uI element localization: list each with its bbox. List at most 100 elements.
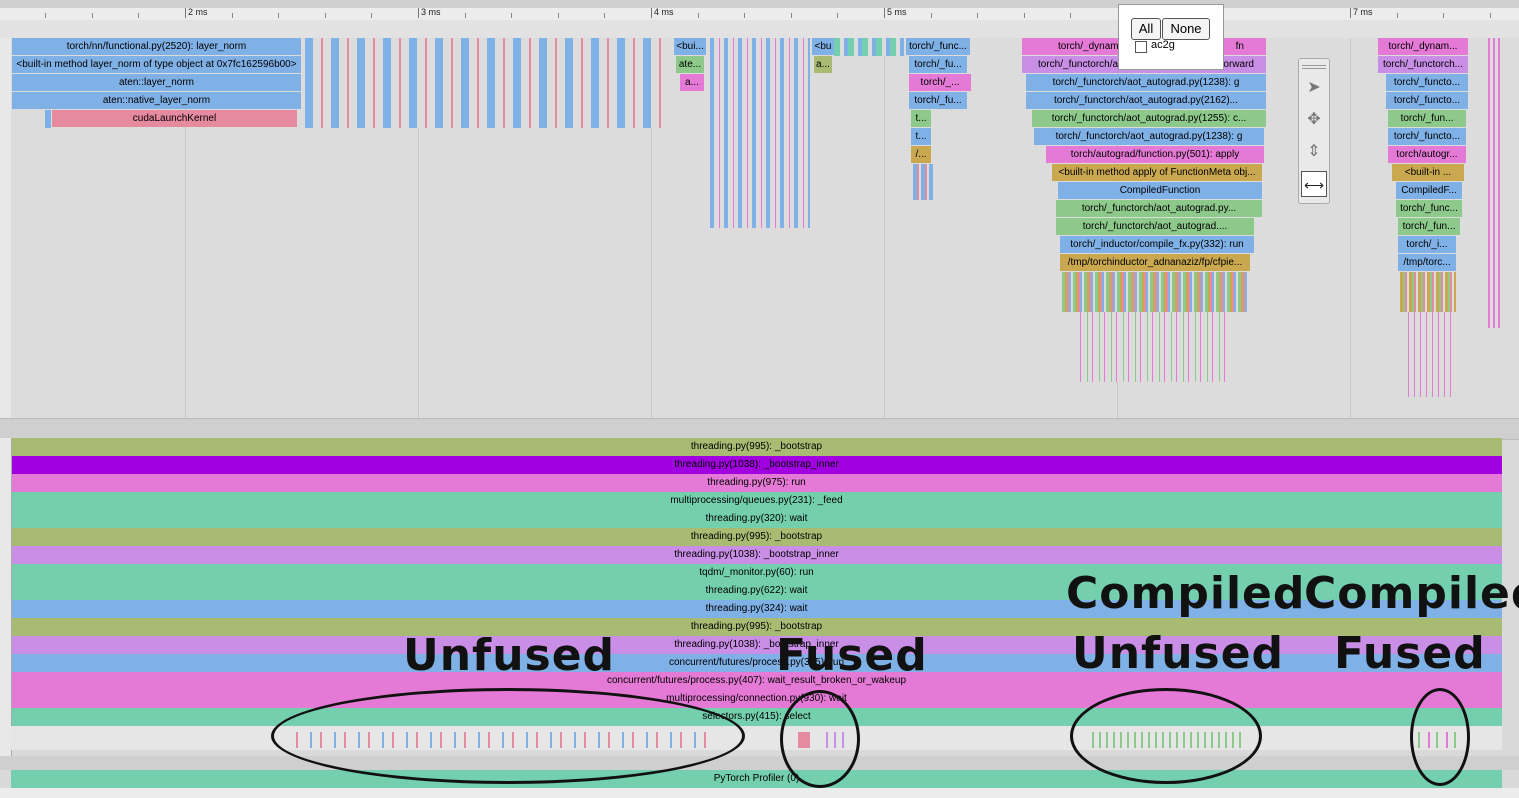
thread-slice[interactable]: tqdm/_monitor.py(60): run bbox=[11, 564, 1502, 582]
thread-slice[interactable]: threading.py(1038): _bootstrap_inner bbox=[11, 636, 1502, 654]
thread-slice[interactable]: threading.py(324): wait bbox=[11, 600, 1502, 618]
trace-slice[interactable]: torch/_fun... bbox=[1388, 110, 1466, 127]
trace-slice[interactable]: torch/_functo... bbox=[1386, 92, 1468, 109]
trace-slice[interactable]: torch/_func... bbox=[1396, 200, 1462, 217]
slice-cluster[interactable] bbox=[913, 164, 933, 200]
trace-slice[interactable]: /... bbox=[911, 146, 931, 163]
kernel-slice-cluster[interactable] bbox=[1400, 272, 1456, 312]
trace-slice[interactable]: torch/_inductor/compile_fx.py(332): run bbox=[1060, 236, 1254, 253]
trace-slice[interactable]: torch/_functorch/aot_autograd.py(2162)..… bbox=[1026, 92, 1266, 109]
trace-slice[interactable]: torch/_functo... bbox=[1386, 74, 1468, 91]
trace-slice[interactable]: torch/_functorch/aot_autograd.py(1255): … bbox=[1032, 110, 1266, 127]
trace-slice[interactable]: a... bbox=[814, 56, 832, 73]
thread-slice[interactable]: multiprocessing/queues.py(231): _feed bbox=[11, 492, 1502, 510]
thread-slice[interactable]: concurrent/futures/process.py(407): wait… bbox=[11, 672, 1502, 690]
trace-slice[interactable]: torch/_dynam... bbox=[1378, 38, 1468, 55]
select-all-button[interactable]: All bbox=[1131, 18, 1161, 40]
bottom-ruler bbox=[0, 788, 1519, 798]
thread-slice[interactable]: selectors.py(415): select bbox=[11, 708, 1502, 726]
trace-slice[interactable]: /tmp/torchinductor_adnanaziz/fp/cfpie... bbox=[1060, 254, 1250, 271]
ruler-minor-tick bbox=[511, 13, 512, 18]
ruler-top-bar bbox=[0, 0, 1519, 8]
ruler-label: 7 ms bbox=[1353, 7, 1373, 17]
trace-slice[interactable]: <built-in ... bbox=[1392, 164, 1464, 181]
trace-slice[interactable]: <bui... bbox=[674, 38, 706, 55]
thread-slice[interactable]: threading.py(995): _bootstrap bbox=[11, 438, 1502, 456]
toolbar-drag-handle[interactable] bbox=[1302, 63, 1326, 69]
trace-slice[interactable]: torch/autogr... bbox=[1388, 146, 1466, 163]
thread-slice[interactable]: threading.py(995): _bootstrap bbox=[11, 618, 1502, 636]
trace-slice[interactable]: torch/_functorch/aot_autograd.py... bbox=[1056, 200, 1262, 217]
trace-slice[interactable]: torch/_functorch/aot_autograd.... bbox=[1056, 218, 1254, 235]
trace-slice[interactable]: torch/_fu... bbox=[909, 56, 967, 73]
trace-slice[interactable]: torch/autograd/function.py(501): apply bbox=[1046, 146, 1264, 163]
trace-slice[interactable]: CompiledF... bbox=[1396, 182, 1462, 199]
thread-slice[interactable]: threading.py(320): wait bbox=[11, 510, 1502, 528]
thread-slice[interactable]: threading.py(622): wait bbox=[11, 582, 1502, 600]
trace-slice[interactable]: a... bbox=[680, 74, 704, 91]
fused-slice-cluster[interactable] bbox=[834, 38, 904, 56]
thread-track-shell[interactable] bbox=[0, 438, 12, 756]
ruler-minor-tick bbox=[1024, 13, 1025, 18]
trace-slice[interactable]: ate... bbox=[676, 56, 704, 73]
kernel-slice-tail[interactable] bbox=[1080, 312, 1230, 382]
ac2g-checkbox-label: ac2g bbox=[1151, 39, 1175, 51]
timing-tool-icon[interactable]: ⟷ bbox=[1301, 171, 1327, 197]
ruler-minor-tick bbox=[1397, 13, 1398, 18]
trace-slice[interactable]: torch/_functo... bbox=[1388, 128, 1466, 145]
thread-slice[interactable]: threading.py(1038): _bootstrap_inner bbox=[11, 456, 1502, 474]
track-separator bbox=[0, 756, 1519, 770]
trace-slice[interactable]: torch/_fu... bbox=[909, 92, 967, 109]
trace-slice[interactable]: aten::native_layer_norm bbox=[12, 92, 301, 109]
trace-slice[interactable]: <built-in method layer_norm of type obje… bbox=[12, 56, 301, 73]
trace-slice[interactable]: t... bbox=[911, 128, 931, 145]
trace-slice[interactable]: torch/_fun... bbox=[1398, 218, 1460, 235]
trace-slice[interactable]: torch/_... bbox=[909, 74, 971, 91]
trace-slice[interactable]: torch/_functorch/aot_autograd.py(1238): … bbox=[1026, 74, 1266, 91]
ruler-tick bbox=[651, 8, 652, 18]
kernel-event-track[interactable] bbox=[11, 726, 1502, 750]
thread-slice[interactable]: multiprocessing/connection.py(930): wait bbox=[11, 690, 1502, 708]
slice-cluster[interactable] bbox=[1488, 38, 1502, 328]
fused-slice-cluster[interactable] bbox=[710, 38, 810, 228]
profiler-track-slice[interactable]: PyTorch Profiler (0) bbox=[11, 770, 1502, 788]
trace-slice[interactable]: torch/_i... bbox=[1398, 236, 1456, 253]
ruler-minor-tick bbox=[791, 13, 792, 18]
trace-slice[interactable]: torch/_func... bbox=[906, 38, 970, 55]
trace-slice[interactable]: <bu bbox=[812, 38, 834, 55]
trace-slice[interactable]: cudaLaunchKernel bbox=[52, 110, 297, 127]
ruler-minor-tick bbox=[698, 13, 699, 18]
time-ruler[interactable]: 2 ms 3 ms 4 ms 5 ms 7 ms bbox=[0, 0, 1519, 21]
kernel-slice-cluster[interactable] bbox=[1062, 272, 1248, 312]
trace-slice[interactable]: aten::layer_norm bbox=[12, 74, 301, 91]
zoom-tool-icon[interactable]: ⇕ bbox=[1307, 143, 1321, 160]
ruler-minor-tick bbox=[744, 13, 745, 18]
ruler-minor-tick bbox=[558, 13, 559, 18]
thread-slice[interactable]: threading.py(995): _bootstrap bbox=[11, 528, 1502, 546]
annotation-compiled-2: Compiled bbox=[1304, 568, 1519, 619]
track-separator bbox=[0, 418, 1519, 440]
trace-slice[interactable]: torch/_functorch... bbox=[1378, 56, 1468, 73]
trace-slice[interactable]: /tmp/torc... bbox=[1398, 254, 1456, 271]
ruler-minor-tick bbox=[325, 13, 326, 18]
grid-line bbox=[418, 38, 419, 418]
thread-slice[interactable]: concurrent/futures/process.py(385): run bbox=[11, 654, 1502, 672]
trace-slice[interactable]: CompiledFunction bbox=[1058, 182, 1262, 199]
trace-slice[interactable]: <built-in method apply of FunctionMeta o… bbox=[1052, 164, 1262, 181]
trace-slice[interactable]: t... bbox=[911, 110, 931, 127]
process-filter-menu: All None ac2g bbox=[1118, 4, 1224, 70]
trace-slice[interactable]: torch/nn/functional.py(2520): layer_norm bbox=[12, 38, 301, 55]
ruler-minor-tick bbox=[92, 13, 93, 18]
select-none-button[interactable]: None bbox=[1162, 18, 1210, 40]
thread-slice[interactable]: threading.py(975): run bbox=[11, 474, 1502, 492]
kernel-slice-tail[interactable] bbox=[1408, 312, 1452, 397]
thread-slice[interactable]: threading.py(1038): _bootstrap_inner bbox=[11, 546, 1502, 564]
select-tool-icon[interactable]: ➤ bbox=[1307, 79, 1321, 96]
annotation-unfused-2: Unfused bbox=[1072, 628, 1285, 679]
unfused-slice-cluster[interactable] bbox=[305, 38, 665, 128]
annotation-fused-2: Fused bbox=[1334, 628, 1486, 679]
trace-slice[interactable]: torch/_functorch/aot_autograd.py(1238): … bbox=[1034, 128, 1264, 145]
ac2g-checkbox[interactable] bbox=[1135, 41, 1147, 53]
pan-tool-icon[interactable]: ✥ bbox=[1307, 111, 1321, 128]
trace-slice-small[interactable] bbox=[45, 110, 51, 128]
